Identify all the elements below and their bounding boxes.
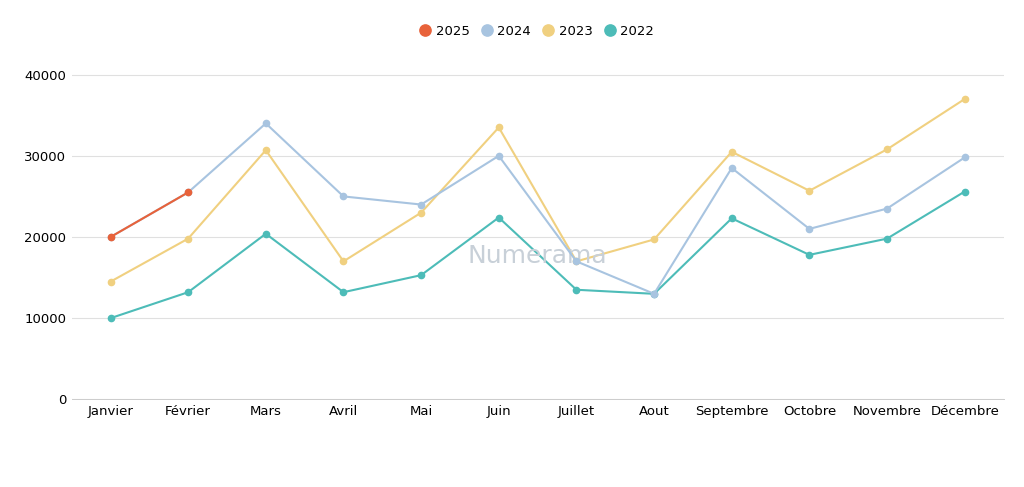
2022	[182, 289, 195, 295]
Line: 2025: 2025	[108, 189, 191, 240]
2024	[958, 154, 971, 160]
2022	[881, 236, 893, 242]
2022	[104, 315, 117, 321]
2023	[104, 279, 117, 284]
2023	[182, 236, 195, 242]
2023	[881, 147, 893, 152]
2023	[726, 149, 738, 155]
2024	[182, 189, 195, 195]
2023	[260, 147, 272, 153]
2022	[260, 231, 272, 237]
2022	[415, 272, 427, 278]
2023	[648, 237, 660, 243]
2023	[803, 188, 815, 194]
Text: Numerama: Numerama	[468, 244, 607, 268]
2022	[570, 287, 583, 293]
2024	[648, 291, 660, 297]
2023	[415, 210, 427, 216]
2024	[415, 202, 427, 207]
2024	[803, 226, 815, 232]
2022	[726, 215, 738, 221]
Legend: 2025, 2024, 2023, 2022: 2025, 2024, 2023, 2022	[417, 21, 658, 41]
Line: 2023: 2023	[108, 96, 968, 285]
Line: 2022: 2022	[108, 188, 968, 321]
2022	[493, 215, 505, 221]
2022	[958, 188, 971, 194]
2023	[570, 259, 583, 264]
2025	[182, 189, 195, 195]
2023	[493, 125, 505, 131]
2023	[958, 96, 971, 102]
Line: 2024: 2024	[108, 120, 968, 297]
2024	[726, 165, 738, 171]
2025	[104, 234, 117, 240]
2024	[493, 153, 505, 159]
2022	[803, 252, 815, 258]
2022	[337, 289, 349, 295]
2024	[337, 193, 349, 199]
2024	[104, 234, 117, 240]
2024	[881, 206, 893, 211]
2023	[337, 259, 349, 264]
2024	[260, 120, 272, 126]
2022	[648, 291, 660, 297]
2024	[570, 259, 583, 264]
